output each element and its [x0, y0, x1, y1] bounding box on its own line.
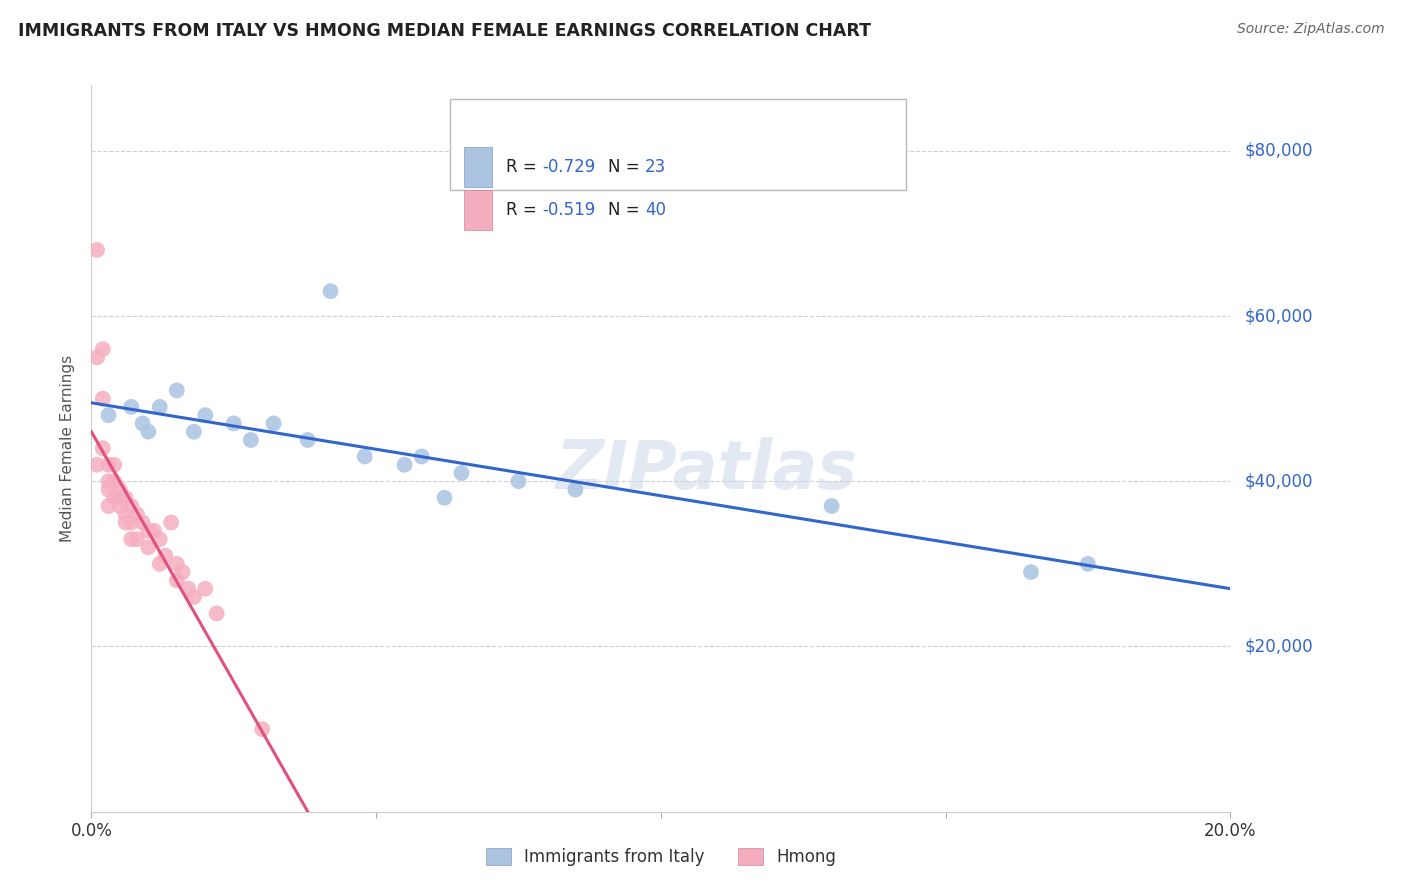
- Text: -0.519: -0.519: [543, 201, 596, 219]
- Point: [160, 516, 183, 530]
- Point: [250, 722, 273, 736]
- Point: [155, 549, 177, 563]
- Point: [183, 590, 205, 604]
- Text: R =: R =: [506, 158, 541, 176]
- Point: [97, 483, 120, 497]
- Point: [411, 450, 433, 464]
- Point: [120, 400, 142, 414]
- Point: [297, 433, 319, 447]
- Text: $40,000: $40,000: [1244, 472, 1313, 491]
- Point: [125, 508, 148, 522]
- Point: [183, 425, 205, 439]
- Point: [263, 417, 285, 431]
- Point: [97, 408, 120, 422]
- Point: [433, 491, 456, 505]
- Point: [131, 417, 153, 431]
- Point: [120, 516, 142, 530]
- Point: [86, 243, 108, 257]
- Point: [1077, 557, 1099, 571]
- Point: [149, 400, 172, 414]
- Point: [138, 541, 160, 555]
- Point: [120, 499, 142, 513]
- Point: [564, 483, 586, 497]
- Point: [820, 499, 842, 513]
- Point: [222, 417, 245, 431]
- Point: [91, 392, 114, 406]
- Point: [450, 466, 472, 480]
- Text: ZIPatlas: ZIPatlas: [555, 437, 858, 503]
- Point: [143, 524, 166, 538]
- Point: [353, 450, 375, 464]
- Point: [114, 516, 136, 530]
- Text: 23: 23: [645, 158, 666, 176]
- Text: R =: R =: [506, 201, 541, 219]
- Point: [86, 458, 108, 472]
- Point: [166, 557, 188, 571]
- Point: [114, 508, 136, 522]
- Text: 40: 40: [645, 201, 666, 219]
- Point: [239, 433, 262, 447]
- Point: [1019, 565, 1042, 579]
- Point: [166, 384, 188, 398]
- Legend: Immigrants from Italy, Hmong: Immigrants from Italy, Hmong: [475, 838, 846, 876]
- Point: [131, 516, 153, 530]
- Text: N =: N =: [609, 158, 645, 176]
- Point: [108, 483, 131, 497]
- Point: [394, 458, 416, 472]
- Point: [194, 582, 217, 596]
- Point: [172, 565, 194, 579]
- Text: Source: ZipAtlas.com: Source: ZipAtlas.com: [1237, 22, 1385, 37]
- Point: [205, 607, 228, 621]
- Point: [103, 458, 125, 472]
- Point: [149, 532, 172, 546]
- Point: [120, 532, 142, 546]
- Text: $80,000: $80,000: [1244, 142, 1313, 160]
- Point: [108, 499, 131, 513]
- Point: [138, 425, 160, 439]
- Point: [125, 532, 148, 546]
- Text: N =: N =: [609, 201, 645, 219]
- Point: [97, 458, 120, 472]
- Point: [97, 499, 120, 513]
- Point: [138, 524, 160, 538]
- Point: [508, 475, 530, 489]
- Text: $60,000: $60,000: [1244, 307, 1313, 325]
- Point: [97, 475, 120, 489]
- Point: [166, 574, 188, 588]
- Point: [103, 491, 125, 505]
- Point: [177, 582, 200, 596]
- Text: IMMIGRANTS FROM ITALY VS HMONG MEDIAN FEMALE EARNINGS CORRELATION CHART: IMMIGRANTS FROM ITALY VS HMONG MEDIAN FE…: [18, 22, 872, 40]
- Point: [149, 557, 172, 571]
- Point: [91, 442, 114, 456]
- Point: [103, 475, 125, 489]
- Point: [108, 491, 131, 505]
- Point: [114, 491, 136, 505]
- Point: [86, 351, 108, 365]
- Point: [319, 285, 342, 299]
- Y-axis label: Median Female Earnings: Median Female Earnings: [60, 355, 76, 541]
- Text: -0.729: -0.729: [543, 158, 596, 176]
- Point: [194, 408, 217, 422]
- Text: $20,000: $20,000: [1244, 638, 1313, 656]
- Point: [91, 342, 114, 356]
